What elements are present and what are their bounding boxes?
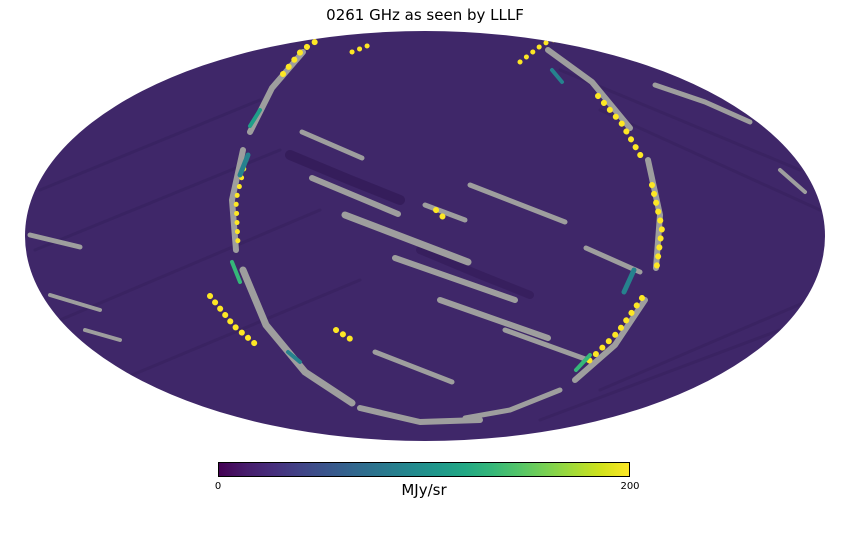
colorbar — [218, 462, 630, 477]
colorbar-min-label: 0 — [214, 481, 222, 492]
sky-map — [25, 31, 825, 441]
figure-title: 0261 GHz as seen by LLLF — [326, 6, 524, 24]
colorbar-label: MJy/sr — [401, 481, 447, 499]
colorbar-gradient — [218, 462, 630, 477]
colorbar-max-label: 200 — [620, 481, 640, 492]
